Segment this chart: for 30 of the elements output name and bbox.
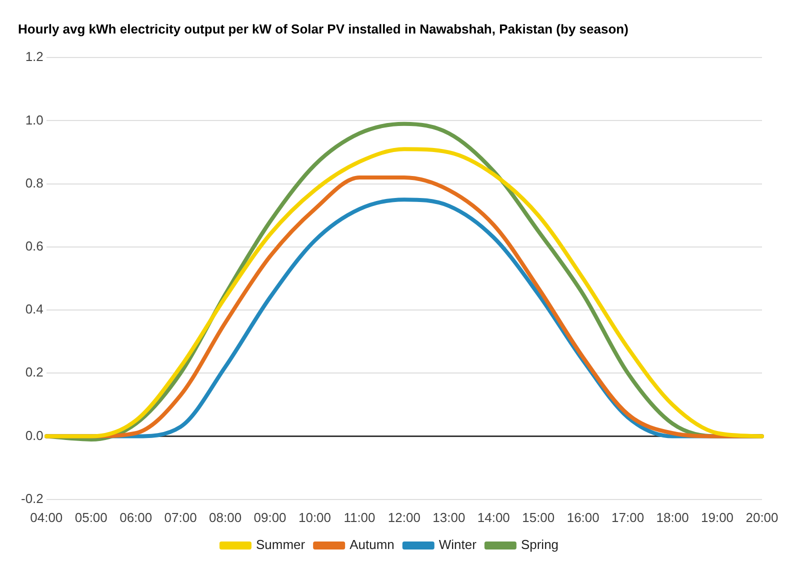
y-tick-label: 0.6 bbox=[25, 238, 44, 254]
x-tick-label: 18:00 bbox=[656, 510, 689, 525]
x-tick-label: 15:00 bbox=[522, 510, 555, 525]
x-tick-label: 13:00 bbox=[432, 510, 466, 525]
y-tick-label: 0.8 bbox=[25, 175, 44, 190]
x-tick-label: 11:00 bbox=[344, 510, 376, 525]
x-tick-label: 08:00 bbox=[209, 510, 242, 525]
x-tick-label: 19:00 bbox=[701, 510, 734, 525]
x-tick-label: 10:00 bbox=[298, 510, 332, 525]
y-tick-label: 0.4 bbox=[25, 302, 44, 317]
legend-label: Winter bbox=[438, 537, 478, 552]
y-tick-label: 1.0 bbox=[25, 112, 44, 128]
legend-label: Spring bbox=[520, 537, 559, 552]
x-tick-label: 09:00 bbox=[254, 510, 286, 525]
x-tick-label: 05:00 bbox=[74, 510, 108, 525]
x-tick-label: 07:00 bbox=[164, 510, 197, 525]
x-tick-label: 17:00 bbox=[612, 510, 644, 525]
chart-title: Hourly avg kWh electricity output per kW of Solar PV installed in Nawabshah, Pakistan (by season) bbox=[18, 21, 628, 36]
y-tick-label: 0.0 bbox=[25, 428, 44, 443]
y-tick-label: -0.2 bbox=[20, 490, 44, 506]
x-tick-label: 12:00 bbox=[388, 510, 420, 525]
legend-label: Autumn bbox=[350, 537, 394, 552]
x-tick-label: 14:00 bbox=[477, 510, 510, 525]
y-tick-label: 1.2 bbox=[25, 49, 44, 64]
x-tick-label: 16:00 bbox=[566, 510, 600, 525]
x-tick-label: 06:00 bbox=[120, 510, 152, 525]
x-tick-label: 04:00 bbox=[30, 510, 63, 525]
x-tick-label: 20:00 bbox=[746, 510, 778, 525]
y-tick-label: 0.2 bbox=[25, 364, 44, 380]
legend-label: Summer bbox=[256, 537, 306, 552]
